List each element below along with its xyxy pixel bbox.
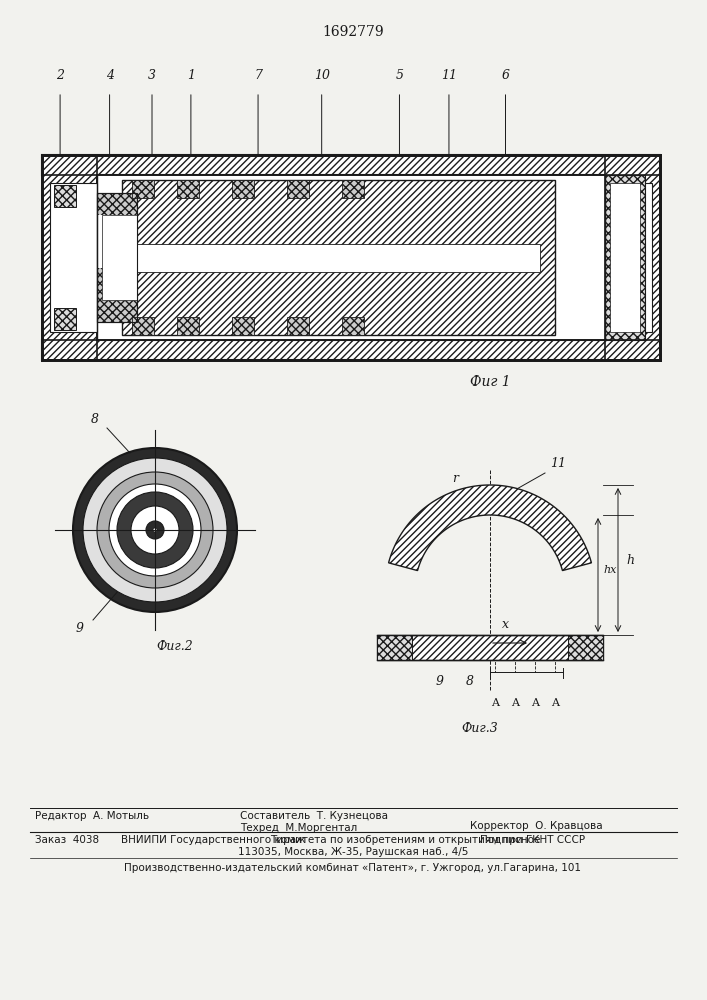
Bar [137,243,540,271]
Bar [97,193,137,322]
Text: hx: hx [603,565,617,575]
Bar [605,155,660,360]
Circle shape [109,484,201,576]
Bar [232,180,254,198]
Bar [342,180,364,198]
Text: 9: 9 [436,675,444,688]
Bar [42,155,97,360]
Bar [605,183,652,332]
Text: 8: 8 [466,675,474,688]
Circle shape [83,458,227,602]
Text: Тираж: Тираж [270,835,305,845]
Bar [132,180,154,198]
Circle shape [131,506,179,554]
Text: A: A [531,698,539,708]
Text: 3: 3 [148,69,156,82]
Text: 1: 1 [187,69,195,82]
Text: 5: 5 [395,69,404,82]
Bar [50,183,97,332]
Bar [287,317,309,335]
Text: Фиг 1: Фиг 1 [469,375,510,389]
Bar [377,635,603,660]
Text: 113035, Москва, Ж-35, Раушская наб., 4/5: 113035, Москва, Ж-35, Раушская наб., 4/5 [238,847,468,857]
Text: Фиг.2: Фиг.2 [157,640,194,653]
Bar [177,317,199,335]
Text: Фиг.3: Фиг.3 [462,722,498,735]
Text: 2: 2 [56,69,64,82]
Text: 11: 11 [441,69,457,82]
Bar [610,183,640,332]
Bar [568,635,603,660]
Circle shape [146,521,164,539]
Bar [102,215,137,300]
Circle shape [97,472,213,588]
Bar [42,155,660,360]
Text: 6: 6 [501,69,510,82]
Text: A: A [551,698,559,708]
Bar [97,175,605,340]
Text: x: x [501,618,508,631]
Bar [132,317,154,335]
Bar [605,175,645,340]
Bar [97,193,137,322]
Text: Заказ  4038: Заказ 4038 [35,835,99,845]
Text: r: r [452,472,458,485]
Text: Составитель  Т. Кузнецова: Составитель Т. Кузнецова [240,811,388,821]
Bar [342,317,364,335]
Bar [122,180,555,335]
Circle shape [73,448,237,612]
Polygon shape [389,485,592,571]
Bar [287,180,309,198]
Text: Корректор  О. Кравцова: Корректор О. Кравцова [470,821,602,831]
Bar [42,155,660,175]
Bar [54,308,76,330]
Bar [97,215,137,268]
Text: h: h [626,554,634,567]
Text: A: A [491,698,499,708]
Text: 7: 7 [254,69,262,82]
Bar [54,185,76,207]
Text: Подписное: Подписное [480,835,540,845]
Bar [232,317,254,335]
Bar [42,340,660,360]
Bar [377,635,412,660]
Circle shape [153,528,157,532]
Text: Техред  М.Моргентал: Техред М.Моргентал [240,823,357,833]
Text: Редактор  А. Мотыль: Редактор А. Мотыль [35,811,149,821]
Text: 10: 10 [314,69,329,82]
Text: 8: 8 [91,413,99,426]
Text: Производственно-издательский комбинат «Патент», г. Ужгород, ул.Гагарина, 101: Производственно-издательский комбинат «П… [124,863,581,873]
Text: 1692779: 1692779 [322,25,384,39]
Text: ВНИИПИ Государственного комитета по изобретениям и открытиям при ГКНТ СССР: ВНИИПИ Государственного комитета по изоб… [121,835,585,845]
Circle shape [117,492,193,568]
Bar [177,180,199,198]
Text: 4: 4 [105,69,114,82]
Text: 11: 11 [550,457,566,470]
Text: A: A [511,698,519,708]
Text: 9: 9 [76,622,84,635]
